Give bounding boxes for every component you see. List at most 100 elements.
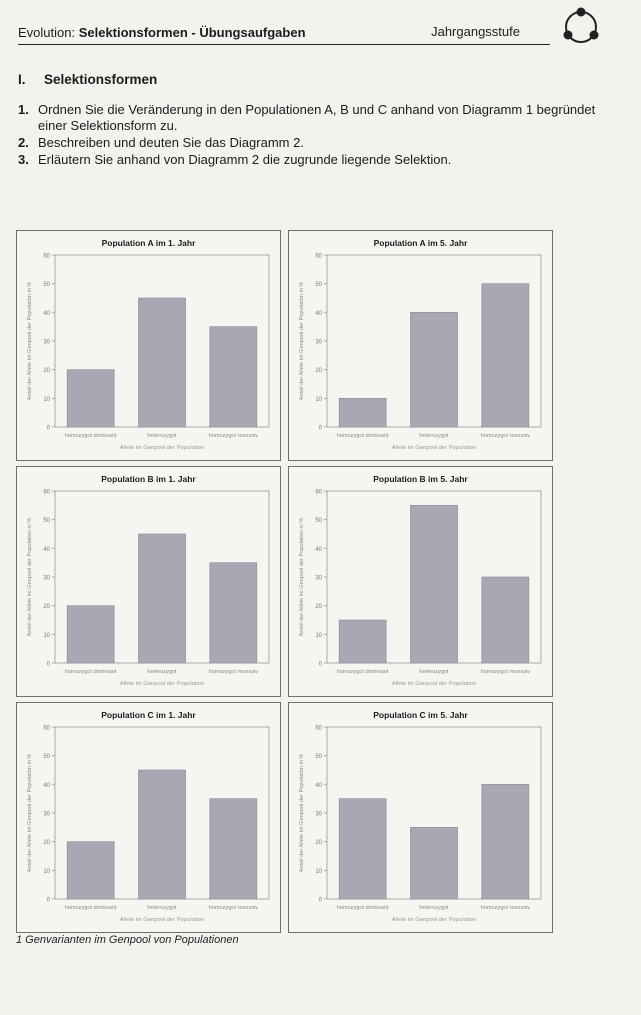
- category-label: homozygot rezessiv: [209, 433, 259, 439]
- y-axis-label: Anteil der Allele im Genpool der Populat…: [27, 518, 33, 637]
- y-tick-label: 10: [315, 869, 322, 875]
- bar: [66, 605, 115, 664]
- task-number: 2.: [18, 135, 29, 150]
- section-heading: I. Selektionsformen: [18, 72, 157, 87]
- y-tick-label: 50: [43, 282, 50, 288]
- y-tick-label: 40: [315, 311, 322, 317]
- y-tick-label: 20: [315, 840, 322, 846]
- y-tick-label: 30: [315, 576, 322, 582]
- y-tick-label: 60: [315, 254, 322, 260]
- chart-panel: Population A im 1. Jahr 0 10 20 30 40 50 60 Ante…: [16, 230, 281, 461]
- task-text: Beschreiben und deuten Sie das Diagramm …: [38, 135, 304, 150]
- category-label: homozygot dominant: [337, 905, 389, 911]
- chart-title: Population A im 5. Jahr: [374, 238, 469, 248]
- task-list: 1. Ordnen Sie die Veränderung in den Pop…: [18, 102, 598, 169]
- chart-grid: Population A im 1. Jahr 0 10 20 30 40 50 60 Ante…: [16, 230, 556, 933]
- section-title: Selektionsformen: [44, 72, 158, 87]
- task-item: 1. Ordnen Sie die Veränderung in den Pop…: [18, 102, 598, 134]
- bar: [138, 297, 186, 428]
- task-number: 1.: [18, 102, 29, 117]
- y-tick-label: 60: [315, 726, 322, 732]
- y-tick-label: 0: [47, 426, 51, 432]
- y-tick-label: 30: [43, 576, 50, 582]
- y-tick-label: 50: [315, 754, 322, 760]
- bar: [138, 769, 186, 900]
- y-tick-label: 20: [43, 840, 50, 846]
- category-label: heterozygot: [147, 669, 177, 675]
- category-label: homozygot rezessiv: [209, 905, 259, 911]
- category-label: homozygot rezessiv: [481, 669, 531, 675]
- task-text: Erläutern Sie anhand von Diagramm 2 die …: [38, 152, 452, 167]
- y-tick-label: 30: [315, 340, 322, 346]
- chart-panel: Population C im 5. Jahr 0 10 20 30 40 50 60 Ante…: [288, 702, 553, 933]
- worksheet-title-plain: Evolution:: [18, 25, 79, 40]
- y-tick-label: 0: [319, 898, 323, 904]
- bar-chart: Population C im 1. Jahr 0 10 20 30 40 50 60 Ante…: [27, 710, 270, 923]
- bar-chart: Population B im 1. Jahr 0 10 20 30 40 50 60 Ante…: [27, 474, 270, 687]
- y-tick-label: 20: [315, 368, 322, 374]
- y-tick-label: 30: [315, 812, 322, 818]
- x-axis-label: Allele im Genpool der Population: [120, 445, 204, 451]
- bar: [338, 398, 387, 428]
- y-tick-label: 0: [319, 426, 323, 432]
- y-tick-label: 20: [43, 604, 50, 610]
- bar: [410, 505, 458, 664]
- y-tick-label: 0: [47, 662, 51, 668]
- bar: [481, 283, 530, 428]
- category-label: homozygot dominant: [65, 433, 117, 439]
- category-label: heterozygot: [147, 905, 177, 911]
- task-item: 2. Beschreiben und deuten Sie das Diagra…: [18, 135, 598, 151]
- chart-title: Population B im 5. Jahr: [373, 474, 468, 484]
- task-number: 3.: [18, 152, 29, 167]
- category-label: homozygot rezessiv: [481, 905, 531, 911]
- y-axis-label: Anteil der Allele im Genpool der Populat…: [299, 754, 305, 873]
- y-tick-label: 50: [315, 518, 322, 524]
- grade-level-label: Jahrgangsstufe: [431, 24, 520, 39]
- bar-chart: Population C im 5. Jahr 0 10 20 30 40 50 60 Ante…: [299, 710, 542, 923]
- y-tick-label: 60: [43, 490, 50, 496]
- chart-panel: Population C im 1. Jahr 0 10 20 30 40 50 60 Ante…: [16, 702, 281, 933]
- task-text: Ordnen Sie die Veränderung in den Popula…: [38, 102, 596, 133]
- x-axis-label: Allele im Genpool der Population: [120, 681, 204, 687]
- y-tick-label: 40: [315, 547, 322, 553]
- category-label: heterozygot: [419, 905, 449, 911]
- chart-title: Population B im 1. Jahr: [101, 474, 196, 484]
- y-axis-label: Anteil der Allele im Genpool der Populat…: [27, 282, 33, 401]
- y-tick-label: 20: [315, 604, 322, 610]
- y-tick-label: 40: [43, 311, 50, 317]
- bar: [209, 798, 258, 900]
- category-label: homozygot dominant: [337, 433, 389, 439]
- figure-caption: 1 Genvarianten im Genpool von Population…: [16, 934, 239, 946]
- x-axis-label: Allele im Genpool der Population: [120, 917, 204, 923]
- bar: [338, 619, 387, 664]
- chart-title: Population C im 1. Jahr: [101, 710, 196, 720]
- y-tick-label: 60: [43, 726, 50, 732]
- chart-panel: Population B im 5. Jahr 0 10 20 30 40 50 60 Ante…: [288, 466, 553, 697]
- y-tick-label: 10: [315, 397, 322, 403]
- category-label: heterozygot: [419, 433, 449, 439]
- category-label: homozygot rezessiv: [209, 669, 259, 675]
- x-axis-label: Allele im Genpool der Population: [392, 681, 476, 687]
- task-item: 3. Erläutern Sie anhand von Diagramm 2 d…: [18, 152, 598, 168]
- y-tick-label: 50: [43, 754, 50, 760]
- y-tick-label: 50: [315, 282, 322, 288]
- bar: [481, 576, 530, 664]
- bar: [338, 798, 387, 900]
- bar: [209, 326, 258, 428]
- category-label: homozygot dominant: [65, 669, 117, 675]
- category-label: homozygot dominant: [65, 905, 117, 911]
- chart-title: Population C im 5. Jahr: [373, 710, 468, 720]
- bar: [209, 562, 258, 664]
- bar: [138, 533, 186, 664]
- y-tick-label: 10: [43, 633, 50, 639]
- worksheet-title: Evolution: Selektionsformen - Übungsaufg…: [18, 25, 306, 40]
- cycle-logo-icon: [563, 7, 599, 43]
- section-number: I.: [18, 72, 26, 87]
- page-header: Evolution: Selektionsformen - Übungsaufg…: [18, 22, 550, 45]
- category-label: heterozygot: [147, 433, 177, 439]
- y-tick-label: 10: [43, 397, 50, 403]
- y-axis-label: Anteil der Allele im Genpool der Populat…: [299, 518, 305, 637]
- y-tick-label: 0: [47, 898, 51, 904]
- y-axis-label: Anteil der Allele im Genpool der Populat…: [299, 282, 305, 401]
- y-tick-label: 30: [43, 340, 50, 346]
